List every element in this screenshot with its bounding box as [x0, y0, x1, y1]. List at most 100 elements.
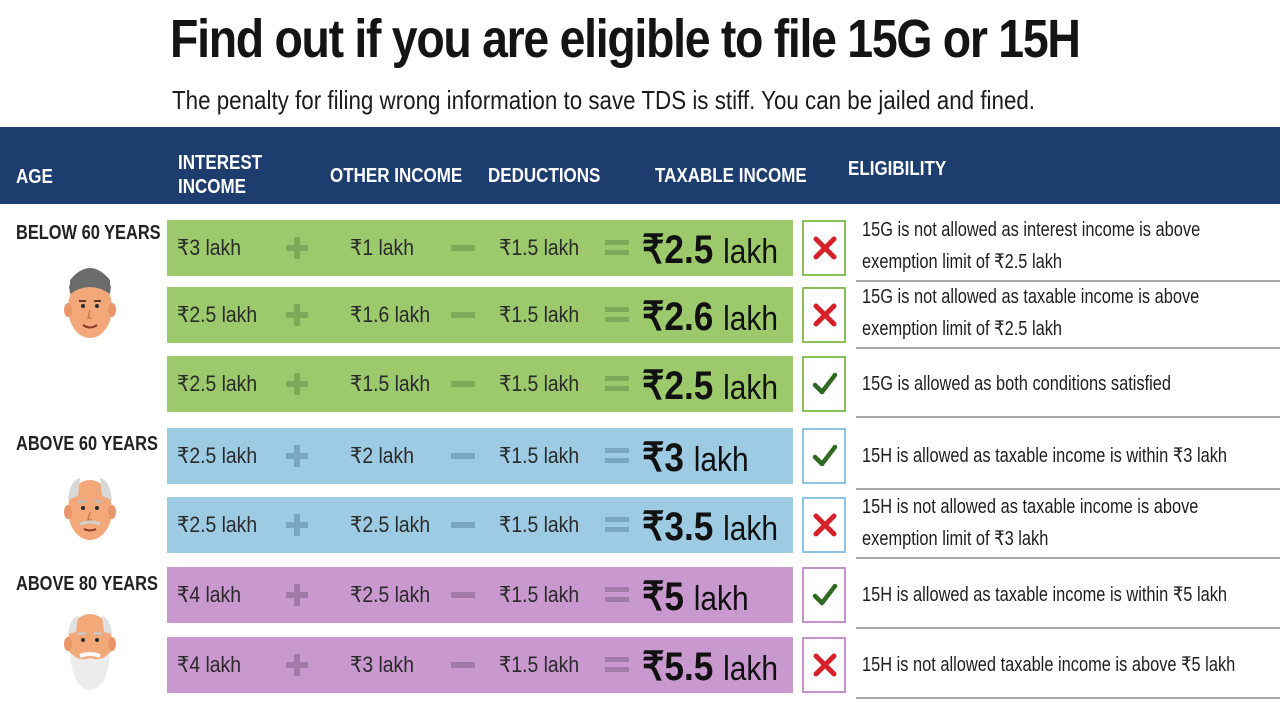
- not-eligible-status: [802, 220, 846, 276]
- age-label-above-80: ABOVE 80 YEARS: [16, 573, 158, 595]
- eligibility-line-1: 15H is allowed as taxable income is with…: [862, 445, 1228, 467]
- other-income-value: ₹1.6 lakh: [350, 302, 431, 327]
- eligibility-line-1: 15H is not allowed as taxable income is …: [862, 496, 1199, 518]
- plus-operator-icon: [286, 654, 308, 676]
- page-title: Find out if you are eligible to file 15G…: [170, 9, 1081, 69]
- deductions-value: ₹1.5 lakh: [499, 302, 580, 327]
- cross-icon: [813, 513, 837, 537]
- table-header: AGE INTEREST INCOME OTHER INCOME DEDUCTI…: [0, 127, 1280, 204]
- eligibility-text: 15H is allowed as taxable income is with…: [862, 579, 1264, 611]
- minus-operator-icon: [451, 662, 475, 668]
- interest-income-value: ₹2.5 lakh: [177, 443, 258, 468]
- table-row: ₹2.5 lakh ₹2 lakh ₹1.5 lakh ₹3 lakh: [167, 428, 793, 484]
- eq-operator-icon: [605, 448, 629, 463]
- minus-operator-icon: [451, 522, 475, 528]
- taxable-income-amount: ₹5.5: [642, 645, 714, 689]
- eligibility-text: 15G is allowed as both conditions satisf…: [862, 368, 1264, 400]
- table-row: ₹2.5 lakh ₹2.5 lakh ₹1.5 lakh ₹3.5 lakh: [167, 497, 793, 553]
- header-interest-income: INTEREST INCOME: [178, 151, 262, 199]
- interest-income-value: ₹3 lakh: [177, 235, 241, 260]
- taxable-income-amount: ₹3.5: [642, 505, 714, 549]
- taxable-income-value: ₹5 lakh: [642, 569, 749, 625]
- eligibility-line-2: exemption limit of ₹3 lakh: [862, 528, 1049, 550]
- eq-operator-icon: [605, 240, 629, 255]
- not-eligible-status: [802, 497, 846, 553]
- plus-operator-icon: [286, 514, 308, 536]
- taxable-income-value: ₹2.5 lakh: [642, 222, 778, 278]
- taxable-income-unit: lakh: [693, 441, 749, 479]
- deductions-value: ₹1.5 lakh: [499, 652, 580, 677]
- taxable-income-amount: ₹2.6: [642, 295, 714, 339]
- eligibility-text: 15H is not allowed as taxable income is …: [862, 491, 1264, 555]
- eligible-status: [802, 567, 846, 623]
- eligibility-line-1: 15H is not allowed taxable income is abo…: [862, 654, 1236, 676]
- taxable-income-unit: lakh: [723, 510, 779, 548]
- interest-income-value: ₹4 lakh: [177, 582, 241, 607]
- table-row: ₹2.5 lakh ₹1.5 lakh ₹1.5 lakh ₹2.5 lakh: [167, 356, 793, 412]
- eligible-status: [802, 428, 846, 484]
- header-interest-line1: INTEREST: [178, 152, 263, 174]
- plus-operator-icon: [286, 304, 308, 326]
- minus-operator-icon: [451, 312, 475, 318]
- eligibility-text: 15H is not allowed taxable income is abo…: [862, 649, 1264, 681]
- eligibility-text: 15G is not allowed as interest income is…: [862, 214, 1264, 278]
- other-income-value: ₹2 lakh: [350, 443, 414, 468]
- taxable-income-unit: lakh: [693, 580, 749, 618]
- row-divider: [856, 627, 1280, 629]
- row-divider: [856, 557, 1280, 559]
- header-deductions: DEDUCTIONS: [488, 165, 601, 187]
- minus-operator-icon: [451, 592, 475, 598]
- row-divider: [856, 347, 1280, 349]
- taxable-income-unit: lakh: [723, 369, 779, 407]
- not-eligible-status: [802, 287, 846, 343]
- eligibility-line-1: 15G is not allowed as interest income is…: [862, 219, 1201, 241]
- taxable-income-value: ₹2.5 lakh: [642, 358, 778, 414]
- eligibility-text: 15H is allowed as taxable income is with…: [862, 440, 1264, 472]
- header-taxable-income: TAXABLE INCOME: [655, 165, 807, 187]
- eligibility-line-1: 15G is not allowed as taxable income is …: [862, 286, 1200, 308]
- taxable-income-value: ₹3.5 lakh: [642, 499, 778, 555]
- other-income-value: ₹1.5 lakh: [350, 371, 431, 396]
- minus-operator-icon: [451, 381, 475, 387]
- table-row: ₹3 lakh ₹1 lakh ₹1.5 lakh ₹2.5 lakh: [167, 220, 793, 276]
- eq-operator-icon: [605, 657, 629, 672]
- taxable-income-value: ₹2.6 lakh: [642, 289, 778, 345]
- interest-income-value: ₹2.5 lakh: [177, 371, 258, 396]
- eq-operator-icon: [605, 517, 629, 532]
- check-icon: [812, 583, 838, 606]
- taxable-income-unit: lakh: [723, 233, 779, 271]
- plus-operator-icon: [286, 584, 308, 606]
- row-divider: [856, 280, 1280, 282]
- header-interest-line2: INCOME: [178, 176, 246, 198]
- eq-operator-icon: [605, 307, 629, 322]
- eq-operator-icon: [605, 376, 629, 391]
- taxable-income-amount: ₹3: [642, 436, 684, 480]
- not-eligible-status: [802, 637, 846, 693]
- other-income-value: ₹3 lakh: [350, 652, 414, 677]
- table-row: ₹4 lakh ₹2.5 lakh ₹1.5 lakh ₹5 lakh: [167, 567, 793, 623]
- plus-operator-icon: [286, 445, 308, 467]
- row-divider: [856, 697, 1280, 699]
- row-divider: [856, 488, 1280, 490]
- row-divider: [856, 416, 1280, 418]
- eligibility-line-2: exemption limit of ₹2.5 lakh: [862, 318, 1063, 340]
- plus-operator-icon: [286, 373, 308, 395]
- cross-icon: [813, 653, 837, 677]
- other-income-value: ₹2.5 lakh: [350, 582, 431, 607]
- taxable-income-amount: ₹2.5: [642, 364, 714, 408]
- check-icon: [812, 372, 838, 395]
- table-row: ₹2.5 lakh ₹1.6 lakh ₹1.5 lakh ₹2.6 lakh: [167, 287, 793, 343]
- table-row: ₹4 lakh ₹3 lakh ₹1.5 lakh ₹5.5 lakh: [167, 637, 793, 693]
- header-other-income: OTHER INCOME: [330, 165, 463, 187]
- interest-income-value: ₹4 lakh: [177, 652, 241, 677]
- eligibility-line-1: 15G is allowed as both conditions satisf…: [862, 373, 1172, 395]
- young-man-face-icon: [64, 268, 116, 338]
- page-subtitle: The penalty for filing wrong information…: [172, 85, 1036, 115]
- plus-operator-icon: [286, 237, 308, 259]
- taxable-income-amount: ₹5: [642, 575, 684, 619]
- eligibility-line-2: exemption limit of ₹2.5 lakh: [862, 251, 1063, 273]
- taxable-income-unit: lakh: [723, 300, 779, 338]
- deductions-value: ₹1.5 lakh: [499, 443, 580, 468]
- minus-operator-icon: [451, 453, 475, 459]
- minus-operator-icon: [451, 245, 475, 251]
